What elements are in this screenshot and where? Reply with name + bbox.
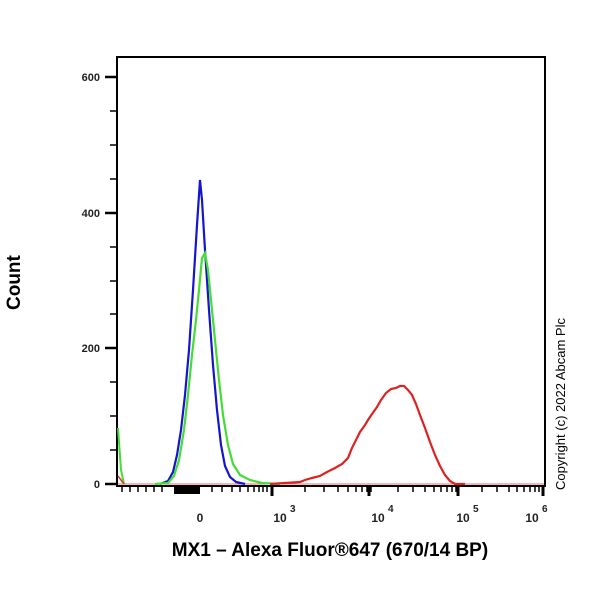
y-tick-0: 0	[94, 479, 100, 491]
x-tick-1e6-exp: 6	[542, 504, 548, 515]
x-tick-1e6: 10	[525, 511, 539, 525]
copyright-notice: Copyright (c) 2022 Abcam Plc	[553, 318, 568, 490]
y-axis-label: Count	[4, 255, 25, 310]
x-axis-label: MX1 – Alexa Fluor®647 (670/14 BP)	[171, 540, 489, 561]
series-green-edge	[117, 427, 125, 485]
x-tick-labels: 0 10 3 10 4 10 5 10 6	[197, 504, 548, 525]
plot-frame	[116, 56, 546, 487]
series-red-edge	[117, 475, 125, 485]
y-tick-400: 400	[82, 208, 100, 220]
series-green	[154, 249, 281, 486]
series-red	[269, 384, 465, 486]
series-blue	[159, 179, 246, 486]
x-tick-1e4-exp: 4	[388, 504, 394, 515]
x-tick-1e4: 10	[371, 511, 385, 525]
x-tick-1e3: 10	[273, 511, 287, 525]
x-tick-1e5: 10	[456, 511, 470, 525]
x-tick-1e3-exp: 3	[290, 504, 296, 515]
x-tick-1e5-exp: 5	[473, 504, 479, 515]
y-tick-200: 200	[82, 343, 100, 355]
y-tick-600: 600	[82, 72, 100, 84]
x-tick-0: 0	[197, 511, 204, 525]
y-axis-ticks	[105, 75, 117, 486]
x-axis-ticks	[121, 486, 545, 496]
y-tick-labels: 600 400 200 0	[82, 72, 100, 491]
